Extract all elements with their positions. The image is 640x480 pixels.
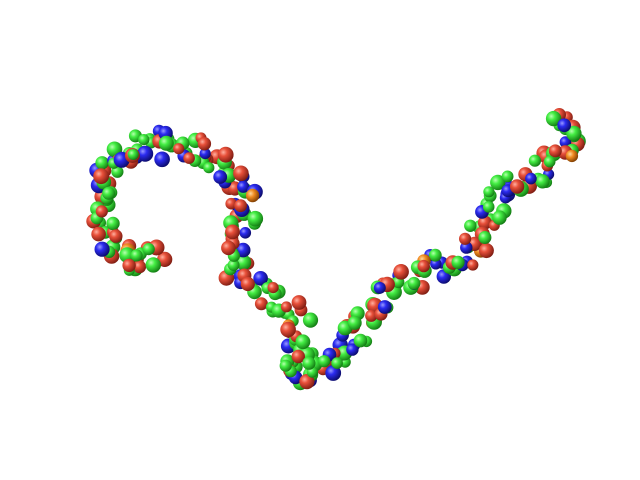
atom xyxy=(254,297,268,311)
atom xyxy=(291,295,307,310)
atom xyxy=(548,144,562,158)
atom xyxy=(157,251,173,267)
atom xyxy=(373,281,386,294)
atom xyxy=(565,149,579,163)
atom xyxy=(102,186,116,200)
atom xyxy=(459,232,472,245)
atom xyxy=(225,224,240,240)
atom xyxy=(91,226,106,242)
atom xyxy=(197,137,212,151)
atom xyxy=(428,248,442,262)
atom xyxy=(280,301,292,313)
atom xyxy=(245,188,260,203)
atom xyxy=(318,355,331,368)
atom xyxy=(267,282,279,294)
atom xyxy=(535,174,550,189)
atom xyxy=(346,343,359,356)
atom xyxy=(122,258,136,273)
atom xyxy=(93,168,109,185)
atom xyxy=(353,333,368,348)
atom xyxy=(291,349,305,364)
atom xyxy=(302,356,316,370)
atom xyxy=(295,334,311,350)
atom xyxy=(451,255,465,269)
atom xyxy=(247,210,264,227)
atom xyxy=(225,197,237,210)
atom xyxy=(325,365,342,381)
atom xyxy=(137,145,154,162)
atom xyxy=(407,276,421,290)
atom xyxy=(237,180,250,193)
atom xyxy=(365,309,378,322)
atom xyxy=(158,135,174,151)
atom xyxy=(199,148,211,160)
atom xyxy=(377,300,392,314)
atom xyxy=(106,216,120,231)
atom xyxy=(235,254,252,271)
atom xyxy=(492,210,507,225)
atom xyxy=(482,201,495,213)
atom xyxy=(133,260,147,274)
atom xyxy=(253,271,268,286)
atom xyxy=(528,154,542,167)
atom xyxy=(509,179,525,194)
atom xyxy=(464,219,477,232)
atom xyxy=(203,162,215,174)
atom xyxy=(299,374,315,390)
atom xyxy=(302,312,319,328)
atom xyxy=(239,227,252,239)
atom xyxy=(221,240,236,256)
atom xyxy=(138,134,150,146)
atom xyxy=(543,155,556,168)
atom xyxy=(240,276,255,292)
atom xyxy=(478,243,494,259)
atom xyxy=(331,357,343,369)
atom xyxy=(217,146,234,163)
atom xyxy=(173,143,185,155)
atom xyxy=(280,321,296,338)
atom xyxy=(109,229,123,243)
atom xyxy=(477,215,492,230)
atom xyxy=(95,205,108,218)
atom xyxy=(279,359,292,372)
atom xyxy=(483,186,495,198)
atom xyxy=(233,165,249,182)
atom-group xyxy=(86,108,586,391)
atom xyxy=(94,241,110,257)
atom xyxy=(145,257,161,273)
atom xyxy=(213,170,228,184)
atom xyxy=(545,110,562,127)
atom xyxy=(557,118,572,133)
atom xyxy=(417,259,430,273)
atom xyxy=(154,151,170,168)
atom xyxy=(467,259,479,271)
atom xyxy=(566,125,582,142)
atom xyxy=(183,152,195,164)
atom xyxy=(525,172,537,185)
atom xyxy=(501,170,514,183)
atom xyxy=(227,259,240,271)
atom xyxy=(490,174,506,191)
atom xyxy=(347,315,362,330)
atom xyxy=(95,156,109,170)
atom xyxy=(127,149,139,160)
atom xyxy=(234,199,248,213)
atom xyxy=(130,249,143,262)
atom xyxy=(478,231,492,244)
atom xyxy=(142,243,155,256)
atom xyxy=(393,264,409,280)
